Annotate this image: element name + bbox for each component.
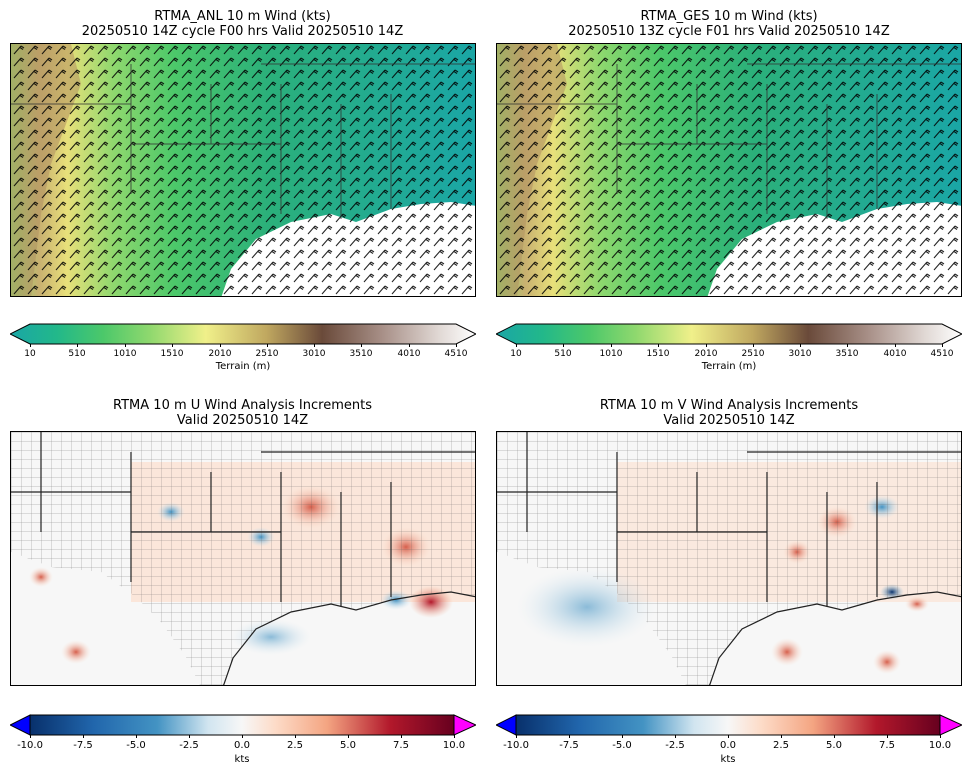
terrain-wind-map-ges	[497, 44, 961, 296]
colorbar-label-uinc: kts	[234, 754, 250, 765]
panel-title-vinc-line2: Valid 20250510 14Z	[663, 413, 795, 428]
colorbar-label-vinc: kts	[720, 754, 736, 765]
colorbar-tick: 0.0	[234, 740, 250, 751]
colorbar-tick: 1510	[646, 349, 670, 359]
state-borders	[11, 432, 475, 607]
colorbar-tick: 510	[554, 349, 572, 359]
colorbar-tick: 10	[24, 349, 36, 359]
panel-title-vinc: RTMA 10 m V Wind Analysis Increments Val…	[496, 398, 962, 428]
terrain-wind-map-anl	[11, 44, 475, 296]
colorbar-tick: 510	[68, 349, 86, 359]
panel-title-uinc: RTMA 10 m U Wind Analysis Increments Val…	[10, 398, 475, 428]
colorbar-tick: 3510	[835, 349, 859, 359]
wind-barbs	[11, 44, 475, 296]
colorbar-tick: 2.5	[773, 740, 789, 751]
increment-positive	[905, 596, 929, 612]
state-borders	[11, 63, 475, 219]
colorbar-u-increment-gradient	[10, 714, 476, 736]
colorbar-u-increment: -10.0 -7.5 -5.0 -2.5 0.0 2.5 5.0 7.5 10.…	[10, 714, 476, 770]
coastline	[709, 591, 961, 685]
colorbar-tick: 1010	[599, 349, 623, 359]
colorbar-tick: 7.5	[393, 740, 409, 751]
panel-title-anl-line1: RTMA_ANL 10 m Wind (kts)	[154, 9, 331, 24]
panel-title-uinc-line2: Valid 20250510 14Z	[176, 413, 309, 428]
panel-title-anl-line2: 20250510 14Z cycle F00 hrs Valid 2025051…	[81, 24, 404, 39]
colorbar-tick: 2010	[694, 349, 718, 359]
colorbar-terrain-anl: 10 510 1010 1510 2010 2510 3010 3510 401…	[10, 323, 476, 372]
colorbar-label-ges: Terrain (m)	[701, 361, 757, 372]
increment-positive	[61, 640, 91, 664]
colorbar-tick: 2.5	[287, 740, 303, 751]
v-increment-map	[497, 432, 961, 685]
colorbar-tick: 3010	[788, 349, 812, 359]
panel-title-ges-line2: 20250510 13Z cycle F01 hrs Valid 2025051…	[568, 24, 890, 39]
colorbar-v-increment: -10.0 -7.5 -5.0 -2.5 0.0 2.5 5.0 7.5 10.…	[496, 714, 962, 770]
colorbar-tick: 5.0	[826, 740, 842, 751]
u-increment-map	[11, 432, 475, 685]
colorbar-tick: 4010	[883, 349, 907, 359]
colorbar-tick: 2510	[255, 349, 279, 359]
map-panel-anl	[10, 43, 476, 297]
colorbar-tick: 10.0	[442, 740, 466, 751]
colorbar-tick: 4010	[397, 349, 421, 359]
coastline	[223, 591, 475, 685]
wind-barbs	[497, 44, 961, 296]
colorbar-tick: -2.5	[179, 740, 199, 751]
map-panel-vinc	[496, 431, 962, 686]
colorbar-tick: -5.0	[612, 740, 632, 751]
colorbar-tick: 10.0	[928, 740, 952, 751]
colorbar-tick: 3010	[302, 349, 326, 359]
colorbar-terrain-ges-gradient	[496, 323, 962, 345]
colorbar-tick: -7.5	[559, 740, 579, 751]
panel-title-vinc-line1: RTMA 10 m V Wind Analysis Increments	[599, 398, 859, 413]
increment-positive	[873, 650, 901, 674]
colorbar-terrain-ges: 10 510 1010 1510 2010 2510 3010 3510 401…	[496, 323, 962, 372]
colorbar-tick: 3510	[349, 349, 373, 359]
land-counties	[11, 432, 475, 685]
panel-title-uinc-line1: RTMA 10 m U Wind Analysis Increments	[113, 398, 372, 413]
map-panel-ges	[496, 43, 962, 297]
colorbar-tick: 0.0	[720, 740, 736, 751]
state-borders	[497, 432, 961, 607]
panel-title-ges-line1: RTMA_GES 10 m Wind (kts)	[640, 9, 818, 24]
panel-title-anl: RTMA_ANL 10 m Wind (kts) 20250510 14Z cy…	[10, 9, 475, 39]
colorbar-tick: 7.5	[879, 740, 895, 751]
colorbar-tick: 2510	[741, 349, 765, 359]
increment-positive	[29, 567, 53, 587]
colorbar-tick: -5.0	[126, 740, 146, 751]
colorbar-tick: -10.0	[503, 740, 529, 751]
colorbar-tick: -10.0	[17, 740, 43, 751]
colorbar-terrain-anl-gradient	[10, 323, 476, 345]
colorbar-tick: 4510	[930, 349, 954, 359]
colorbar-v-increment-gradient	[496, 714, 962, 736]
colorbar-tick: -7.5	[73, 740, 93, 751]
colorbar-tick: 2010	[208, 349, 232, 359]
colorbar-tick: 1510	[160, 349, 184, 359]
increment-positive	[771, 638, 803, 666]
colorbar-tick: 5.0	[340, 740, 356, 751]
colorbar-tick: 4510	[444, 349, 468, 359]
panel-title-ges: RTMA_GES 10 m Wind (kts) 20250510 13Z cy…	[496, 9, 962, 39]
colorbar-label-anl: Terrain (m)	[215, 361, 271, 372]
map-panel-uinc	[10, 431, 476, 686]
colorbar-tick: 10	[510, 349, 522, 359]
colorbar-tick: 1010	[113, 349, 137, 359]
land-counties	[497, 432, 961, 685]
colorbar-tick: -2.5	[665, 740, 685, 751]
state-borders	[497, 63, 961, 219]
